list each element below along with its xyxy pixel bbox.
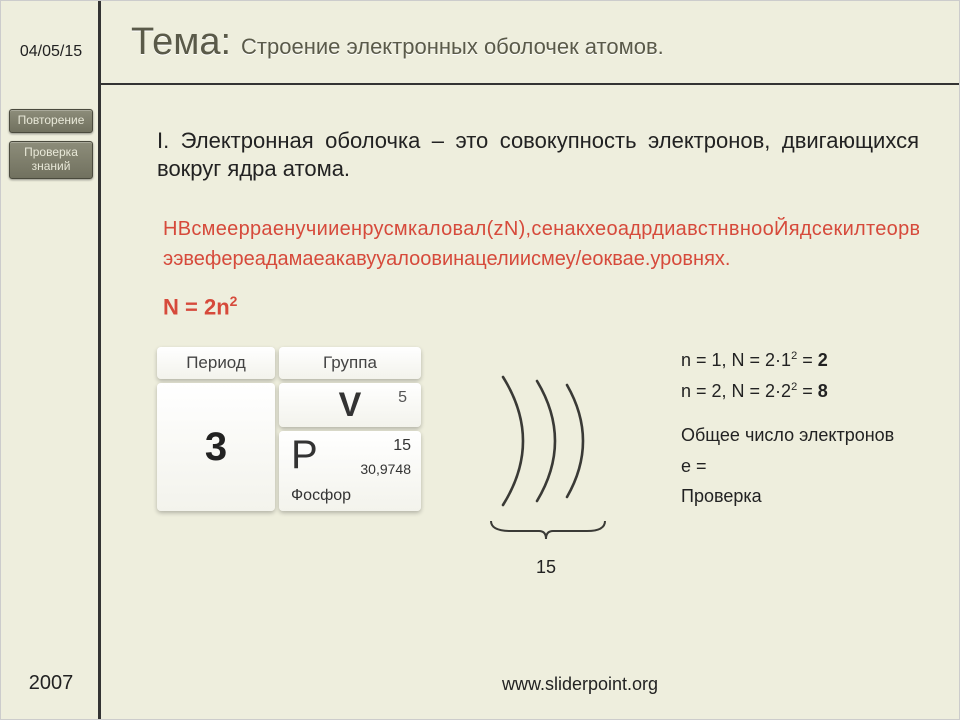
slide-frame: 04/05/15 Повторение Проверка знаний 2007…	[0, 0, 960, 720]
slide-header: Тема: Строение электронных оболочек атом…	[101, 21, 959, 85]
check-label: Проверка	[681, 481, 939, 512]
element-name: Фосфор	[291, 487, 351, 505]
red-line-1: НВсмеерраенучииенрусмкаловал(zN),сенакхе…	[163, 217, 919, 243]
shell-arc-1	[503, 377, 523, 505]
calc-line-2: n = 2, N = 2·22 = 8	[681, 376, 939, 407]
slide-content: I. Электронная оболочка – это совокупнос…	[101, 87, 959, 719]
formula: N = 2n2	[163, 293, 237, 320]
e-equals: e =	[681, 451, 939, 482]
brace-icon	[491, 521, 605, 539]
period-value: 3	[157, 383, 275, 511]
group-roman: V	[339, 386, 362, 425]
group-header: Группа	[279, 347, 421, 379]
formula-sup: 2	[230, 293, 238, 309]
shell-arc-3	[567, 385, 583, 497]
sidebar: 04/05/15 Повторение Проверка знаний 2007	[1, 1, 101, 719]
element-z: 15	[393, 437, 411, 455]
total-label: Общее число электронов	[681, 420, 939, 451]
nav-button-check[interactable]: Проверка знаний	[9, 141, 93, 179]
element-cell: P 15 30,9748 Фосфор	[279, 431, 421, 511]
definition-text: I. Электронная оболочка – это совокупнос…	[157, 127, 919, 183]
element-mass: 30,9748	[360, 461, 411, 477]
formula-lhs: N = 2n	[163, 294, 230, 319]
brace-total: 15	[451, 557, 641, 578]
nav-button-repeat[interactable]: Повторение	[9, 109, 93, 133]
calculations: n = 1, N = 2·12 = 2 n = 2, N = 2·22 = 8 …	[681, 345, 939, 512]
year-label: 2007	[1, 672, 101, 695]
shell-arc-2	[537, 381, 555, 501]
topic-text: Строение электронных оболочек атомов.	[241, 34, 664, 60]
red-line-2: ээвефереадамаеакавууалоовинацелиисмеу/ео…	[163, 247, 919, 273]
footer-url: www.sliderpoint.org	[201, 674, 959, 695]
element-symbol: P	[291, 433, 318, 478]
period-header: Период	[157, 347, 275, 379]
group-arabic: 5	[398, 389, 407, 407]
group-value: V 5	[279, 383, 421, 427]
electron-shells-diagram	[451, 357, 641, 547]
topic-label: Тема:	[131, 21, 231, 64]
shells-svg	[451, 357, 641, 547]
calc-line-1: n = 1, N = 2·12 = 2	[681, 345, 939, 376]
date-label: 04/05/15	[1, 43, 101, 61]
element-card: Период Группа 3 V 5 P 15 30,9748 Фосфор	[155, 345, 423, 513]
